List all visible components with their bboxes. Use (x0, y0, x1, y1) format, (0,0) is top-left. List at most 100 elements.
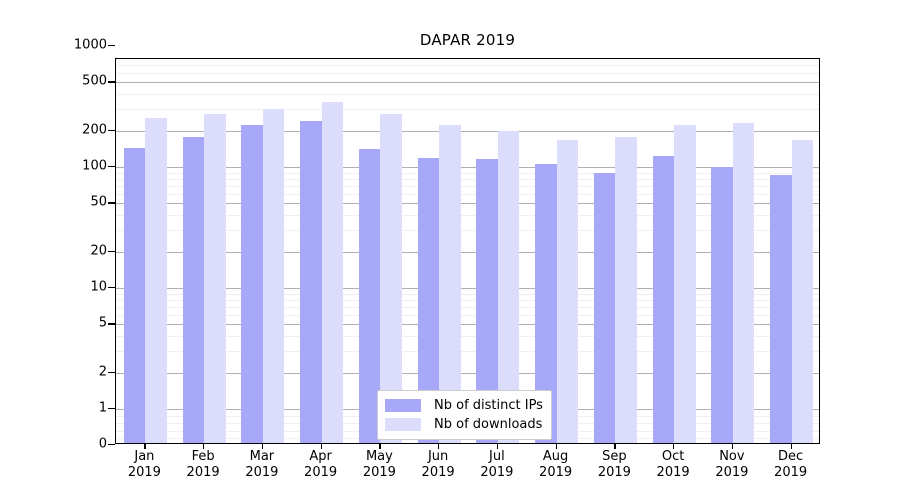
x-tick-month: Feb (191, 449, 215, 464)
x-tick-month: Sep (602, 449, 627, 464)
x-axis-tick-label: Dec 2019 (774, 449, 807, 481)
bar-feb-ips (182, 136, 205, 443)
y-axis-tick-label: 200 (82, 122, 107, 138)
x-axis-tick-label: Jul 2019 (480, 449, 513, 481)
plot-area (115, 58, 820, 444)
bar-sep-ips (593, 172, 616, 443)
gridline-major (116, 288, 819, 289)
bar-sep-downloads (615, 136, 637, 443)
x-axis-tick-labels: Jan 2019 Feb 2019 Mar 2019 Apr 2019 May 2019 Jun 20… (115, 449, 820, 494)
x-tick-year: 2019 (186, 465, 220, 480)
gridline-minor (116, 215, 819, 217)
gridline-minor (116, 299, 819, 301)
page-title: DAPAR 2019 (419, 31, 516, 49)
y-axis-tick-label: 500 (82, 73, 107, 89)
bar-jan-downloads (145, 118, 167, 443)
x-tick-year: 2019 (127, 465, 161, 480)
x-tick-year: 2019 (539, 465, 573, 480)
y-axis-tick-label: 100 (82, 158, 107, 174)
x-tick-month: Apr (309, 449, 332, 464)
x-axis-tick-mark (379, 444, 381, 449)
x-axis-tick-mark (496, 444, 499, 449)
x-axis-tick-label: Jan 2019 (128, 449, 161, 481)
x-axis-tick-mark (555, 444, 557, 449)
bar-may-ips (358, 149, 381, 443)
gridline-minor (116, 172, 819, 174)
x-axis-tick-label: Feb 2019 (187, 449, 220, 481)
x-axis-tick-mark (144, 444, 146, 449)
gridline-minor (116, 306, 819, 308)
legend-swatch-ips (385, 399, 421, 412)
x-tick-month: Jan (134, 449, 155, 464)
gridline-minor (116, 94, 819, 96)
x-tick-year: 2019 (304, 465, 338, 480)
y-axis-tick-mark (108, 45, 115, 47)
x-tick-month: Mar (249, 449, 275, 464)
x-axis-tick-mark (790, 444, 792, 449)
gridline-minor (116, 314, 819, 316)
y-axis-tick-mark (108, 250, 115, 252)
x-tick-year: 2019 (421, 465, 455, 480)
bar-apr-ips (300, 121, 322, 443)
legend-swatch-downloads (385, 418, 421, 431)
gridline-minor (116, 351, 819, 353)
y-axis-tick-mark (108, 166, 115, 168)
bar-mar-downloads (262, 109, 285, 443)
gridline-minor (116, 185, 819, 187)
y-axis-tick-mark (108, 81, 115, 83)
x-tick-month: Dec (778, 449, 804, 464)
x-axis-tick-mark (673, 444, 675, 449)
legend-item: Nb of distinct IPs (385, 396, 543, 415)
gridline-minor (116, 178, 819, 180)
y-axis-tick-label: 1 (98, 400, 107, 416)
bar-nov-ips (711, 167, 733, 443)
y-axis-tick-mark (108, 408, 115, 410)
x-tick-year: 2019 (715, 465, 749, 480)
bar-jun-downloads (439, 124, 461, 443)
x-tick-month: Jun (427, 449, 449, 464)
legend-label: Nb of downloads (434, 417, 543, 432)
bar-aug-ips (535, 164, 557, 443)
bar-may-downloads (380, 113, 402, 443)
y-axis-tick-label: 0 (98, 436, 107, 452)
gridline-major (116, 372, 819, 374)
bar-jan-ips (123, 148, 146, 443)
bar-jul-ips (476, 158, 498, 443)
y-axis-tick-mark (108, 287, 115, 289)
bar-dec-ips (770, 175, 792, 443)
y-axis-tick-label: 1000 (73, 37, 107, 53)
bar-jun-ips (417, 157, 440, 443)
x-tick-year: 2019 (774, 465, 808, 480)
gridline-major (116, 324, 819, 326)
gridline-minor (116, 336, 819, 338)
gridline-minor (116, 72, 819, 74)
y-axis-tick-mark (108, 129, 115, 131)
x-tick-month: Oct (661, 449, 685, 464)
x-axis-tick-label: Sep 2019 (598, 449, 631, 481)
gridline-major (116, 130, 819, 132)
legend-label: Nb of distinct IPs (434, 398, 543, 413)
gridline-minor (116, 193, 819, 195)
x-axis-tick-mark (438, 444, 440, 449)
bar-apr-downloads (321, 102, 344, 443)
x-tick-year: 2019 (597, 465, 631, 480)
x-tick-month: May (365, 449, 393, 464)
x-axis-tick-label: May 2019 (363, 449, 396, 481)
x-axis-tick-label: Oct 2019 (657, 449, 690, 481)
gridline-major (116, 203, 819, 205)
x-axis-tick-label: Aug 2019 (539, 449, 572, 481)
y-axis-tick-label: 10 (90, 279, 107, 295)
bar-oct-downloads (674, 125, 696, 443)
bars-layer (116, 59, 819, 443)
bar-feb-downloads (204, 114, 226, 443)
bar-dec-downloads (791, 140, 814, 443)
chart-legend: Nb of distinct IPs Nb of downloads (377, 390, 552, 440)
gridline-major (116, 167, 819, 168)
x-tick-year: 2019 (656, 465, 690, 480)
x-axis-tick-mark (731, 444, 734, 449)
gridline-minor (116, 230, 819, 232)
gridline-minor (116, 293, 819, 295)
x-axis-tick-label: Jun 2019 (422, 449, 455, 481)
x-axis-tick-label: Apr 2019 (304, 449, 337, 481)
